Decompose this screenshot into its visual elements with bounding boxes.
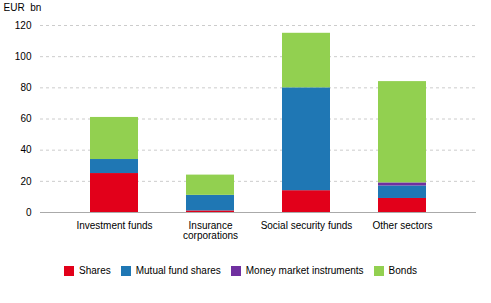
- svg-text:Social security funds: Social security funds: [261, 220, 353, 231]
- svg-text:20: 20: [20, 176, 32, 187]
- svg-text:80: 80: [20, 82, 32, 93]
- html-text:Mutual fund shares: Mutual fund shares: [135, 265, 221, 276]
- svg-text:Insurancecorporations: Insurancecorporations: [183, 220, 238, 241]
- svg-text:Investment funds: Investment funds: [76, 220, 152, 231]
- svg-text:0: 0: [26, 207, 32, 218]
- svg-text:EUR bn: EUR bn: [4, 2, 42, 13]
- svg-text:40: 40: [20, 144, 32, 155]
- svg-text:120: 120: [15, 20, 32, 31]
- html-text:Shares: Shares: [79, 265, 111, 276]
- html-text:Bonds: Bonds: [388, 265, 417, 276]
- svg-text:60: 60: [20, 113, 32, 124]
- svg-text:100: 100: [15, 51, 32, 62]
- svg-text:Other sectors: Other sectors: [372, 220, 432, 231]
- html-text:Money market instruments: Money market instruments: [245, 265, 364, 276]
